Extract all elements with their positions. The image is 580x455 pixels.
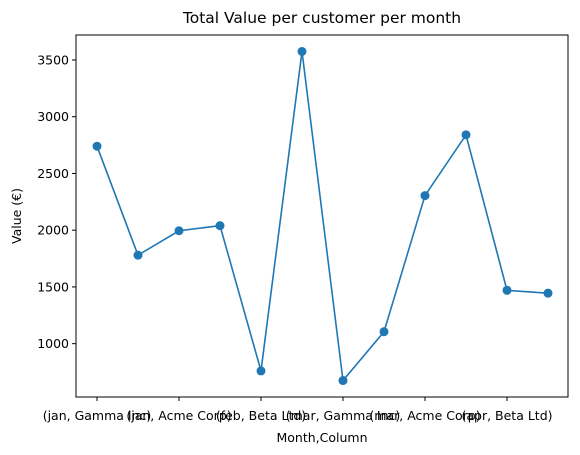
x-tick-label: (feb, Beta Ltd) — [216, 408, 306, 423]
x-tick-label: (jan, Acme Corp) — [126, 408, 231, 423]
x-tick-label: (mar, Gamma Inc) — [286, 408, 401, 423]
data-point — [461, 130, 471, 140]
x-tick-label: (jan, Gamma Inc) — [43, 408, 152, 423]
y-tick-label: 1500 — [37, 279, 69, 294]
y-axis-label: Value (€) — [9, 188, 24, 244]
plot-frame — [75, 34, 569, 398]
y-tick-label: 3000 — [37, 109, 69, 124]
x-tick-label: (apr, Beta Ltd) — [461, 408, 552, 423]
data-points — [92, 46, 553, 386]
data-point — [215, 221, 225, 231]
x-axis: (jan, Gamma Inc)(jan, Acme Corp)(feb, Be… — [43, 397, 553, 423]
x-axis-label: Month,Column — [276, 430, 367, 445]
data-point — [543, 288, 553, 298]
data-point — [379, 327, 389, 337]
data-point — [133, 250, 143, 260]
data-point — [256, 366, 266, 376]
y-tick-label: 3500 — [37, 52, 69, 67]
data-point — [502, 285, 512, 295]
y-tick-label: 2000 — [37, 223, 69, 238]
y-tick-label: 1000 — [37, 336, 69, 351]
y-axis: 1000 1500 2000 2500 3000 3500 — [37, 52, 76, 351]
data-point — [338, 376, 348, 386]
data-point — [297, 46, 307, 56]
series-line — [96, 51, 549, 383]
data-point — [174, 226, 184, 236]
chart-title: Total Value per customer per month — [182, 9, 461, 27]
data-point — [92, 141, 102, 151]
y-tick-label: 2500 — [37, 166, 69, 181]
x-tick-label: (mar, Acme Corp) — [369, 408, 480, 423]
data-point — [420, 191, 430, 201]
